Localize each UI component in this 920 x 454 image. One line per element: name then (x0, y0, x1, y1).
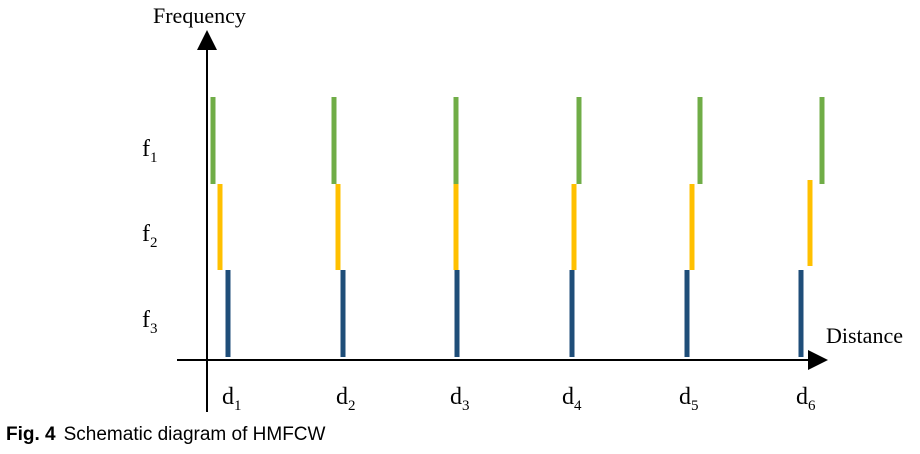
distance-label-d2: d2 (336, 384, 356, 414)
distance-label-d6: d6 (796, 384, 816, 414)
f3-bars (225, 270, 804, 357)
frequency-label-f2: f2 (142, 221, 158, 251)
distance-label-d4: d4 (562, 384, 582, 414)
figure-number: Fig. 4 (6, 424, 56, 445)
distance-label-d3: d3 (450, 384, 470, 414)
f2-bars (217, 180, 813, 270)
distance-label-d1: d1 (222, 384, 242, 414)
f1-bars (210, 97, 825, 184)
x-axis-label: Distance (826, 323, 903, 348)
figure-caption: Fig. 4 Schematic diagram of HMFCW (6, 424, 325, 446)
y-axis-label: Frequency (153, 3, 246, 28)
frequency-label-f1: f1 (142, 136, 158, 166)
figure-caption-text: Schematic diagram of HMFCW (63, 424, 326, 445)
hmfcw-diagram: Frequency Distance f1 f2 f3 d1 d2 d3 d4 … (142, 3, 903, 414)
frequency-label-f3: f3 (142, 307, 158, 337)
distance-label-d5: d5 (679, 384, 699, 414)
